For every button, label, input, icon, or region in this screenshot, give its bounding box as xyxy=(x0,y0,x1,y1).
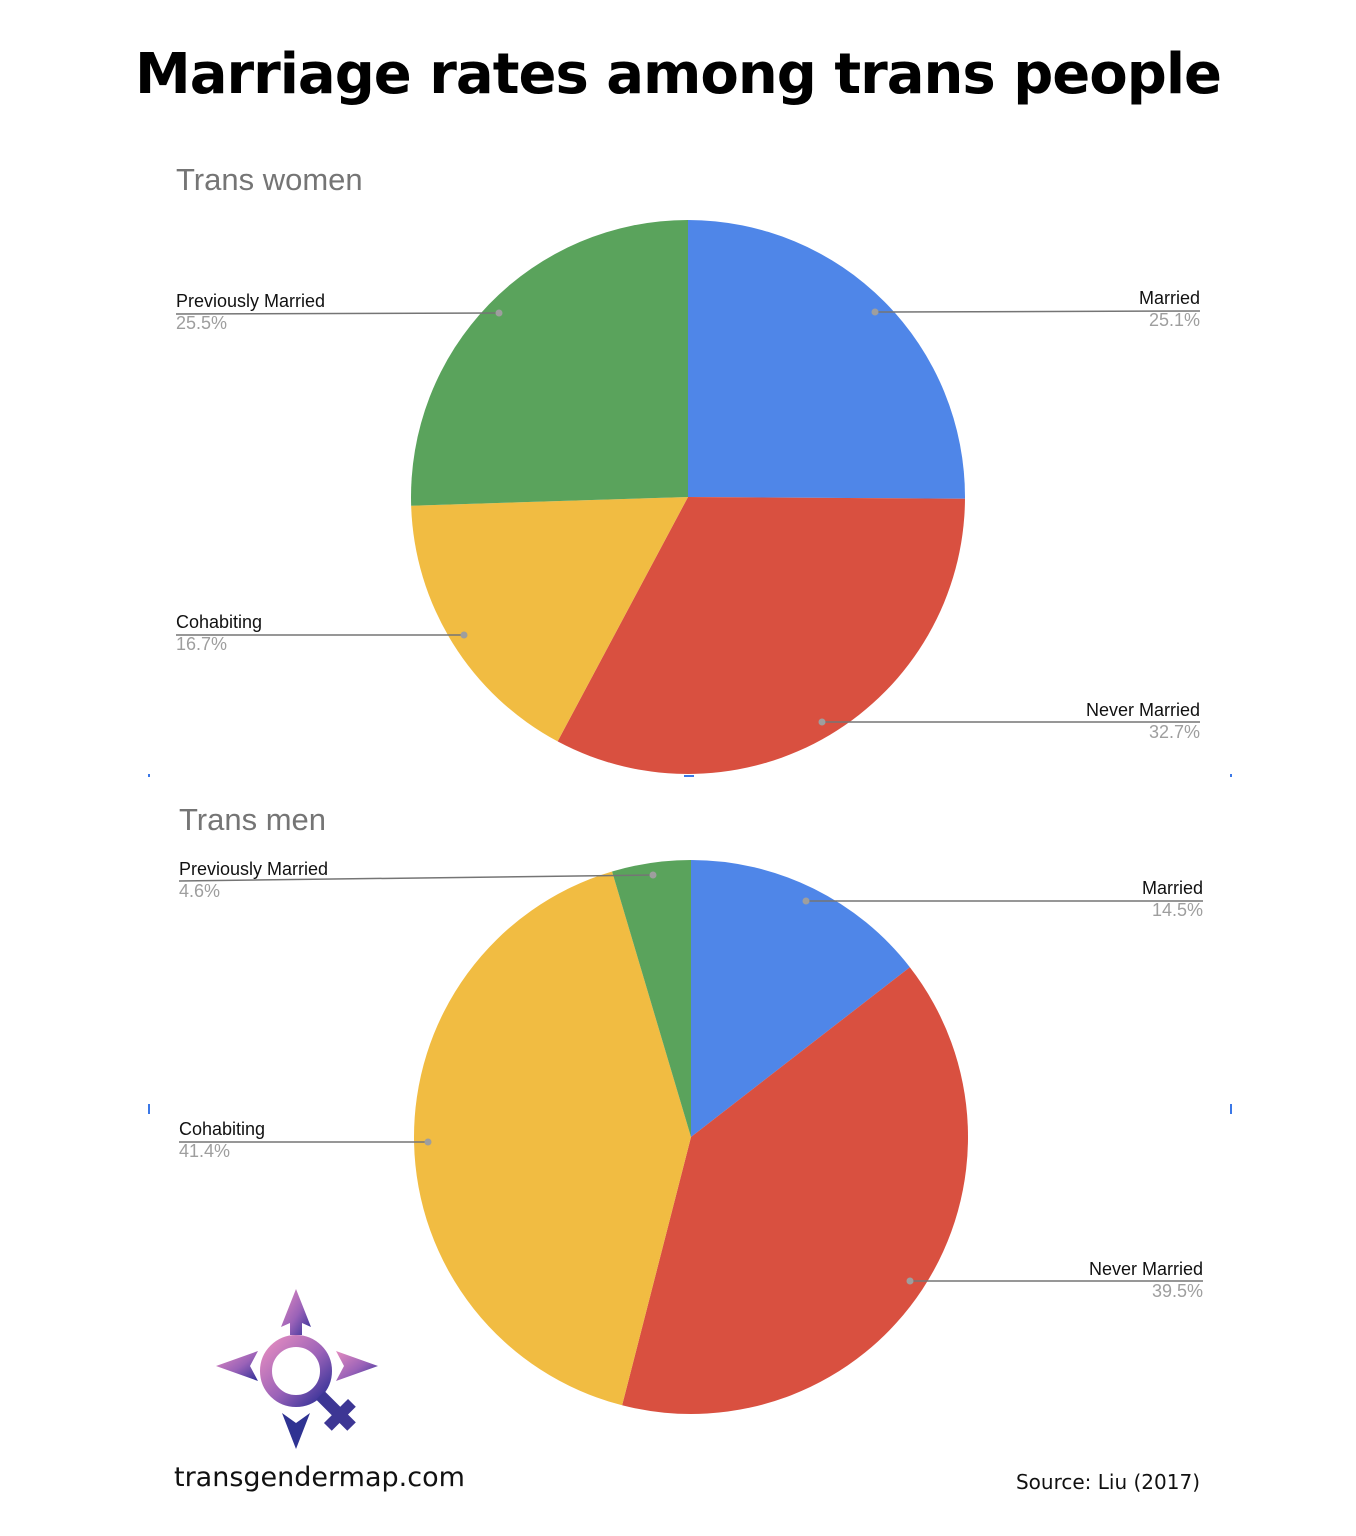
chart-title-trans-women: Trans women xyxy=(176,162,363,197)
leader-dot xyxy=(424,1138,432,1146)
label-women-previously-married: Previously Married 25.5% xyxy=(176,290,325,334)
pie-slice-cohabiting xyxy=(411,497,688,742)
label-percent: 25.5% xyxy=(176,313,228,333)
leader-line-men-previously-married xyxy=(178,874,654,882)
pie-slice-never-married xyxy=(557,497,965,774)
label-name: Married xyxy=(1138,288,1200,308)
main-title: Marriage rates among trans people xyxy=(134,42,1222,107)
footer-site-name: transgendermap.com xyxy=(174,1462,465,1493)
label-percent: 39.5% xyxy=(1151,1281,1203,1301)
pie-slice-previously-married xyxy=(411,220,688,506)
label-men-cohabiting: Cohabiting 41.4% xyxy=(179,1118,265,1162)
label-women-cohabiting: Cohabiting 16.7% xyxy=(176,611,262,655)
leader-dot xyxy=(871,308,879,316)
pie-slice-cohabiting xyxy=(413,871,691,1406)
pie-chart-trans-women xyxy=(411,220,965,774)
chart-edge-tick xyxy=(684,775,694,777)
pie-slice-married xyxy=(691,860,910,1137)
leader-dot xyxy=(802,897,810,905)
label-percent: 32.7% xyxy=(1148,722,1200,742)
label-name: Cohabiting xyxy=(179,1119,266,1139)
label-men-previously-married: Previously Married 4.6% xyxy=(179,858,328,902)
leader-dot xyxy=(495,309,503,317)
label-name: Never Married xyxy=(1085,700,1200,720)
pie-slice-previously-married xyxy=(612,860,691,1137)
chart-edge-tick xyxy=(1230,774,1232,777)
chart-edge-tick xyxy=(1230,1104,1232,1114)
label-name: Previously Married xyxy=(176,291,326,311)
leader-dot xyxy=(460,631,468,639)
leader-dot xyxy=(906,1277,914,1285)
leader-dot xyxy=(818,718,826,726)
label-name: Married xyxy=(1141,878,1203,898)
pie-slice-married xyxy=(688,220,965,499)
pie-slice-never-married xyxy=(622,967,969,1415)
label-percent: 25.1% xyxy=(1148,310,1200,330)
footer-source: Source: Liu (2017) xyxy=(1015,1470,1200,1494)
pie-chart-trans-men xyxy=(413,860,969,1415)
transgendermap-logo-icon xyxy=(216,1289,378,1449)
leader-dot xyxy=(649,871,657,879)
label-percent: 14.5% xyxy=(1151,900,1203,920)
label-men-married: Married 14.5% xyxy=(1142,877,1203,921)
label-women-never-married: Never Married 32.7% xyxy=(1086,699,1200,743)
label-men-never-married: Never Married 39.5% xyxy=(1089,1258,1203,1302)
chart-title-trans-men: Trans men xyxy=(179,802,327,837)
leader-line-women-married xyxy=(874,310,1201,313)
chart-edge-tick xyxy=(148,1104,150,1114)
label-name: Cohabiting xyxy=(176,612,263,632)
label-percent: 16.7% xyxy=(176,634,228,654)
leader-lines xyxy=(175,308,1203,1285)
label-percent: 41.4% xyxy=(179,1141,231,1161)
label-percent: 4.6% xyxy=(179,881,221,901)
chart-edge-tick xyxy=(148,774,150,777)
label-women-married: Married 25.1% xyxy=(1139,287,1200,331)
label-name: Previously Married xyxy=(179,859,329,879)
label-name: Never Married xyxy=(1088,1259,1203,1279)
leader-line-women-previously-married xyxy=(175,312,500,315)
